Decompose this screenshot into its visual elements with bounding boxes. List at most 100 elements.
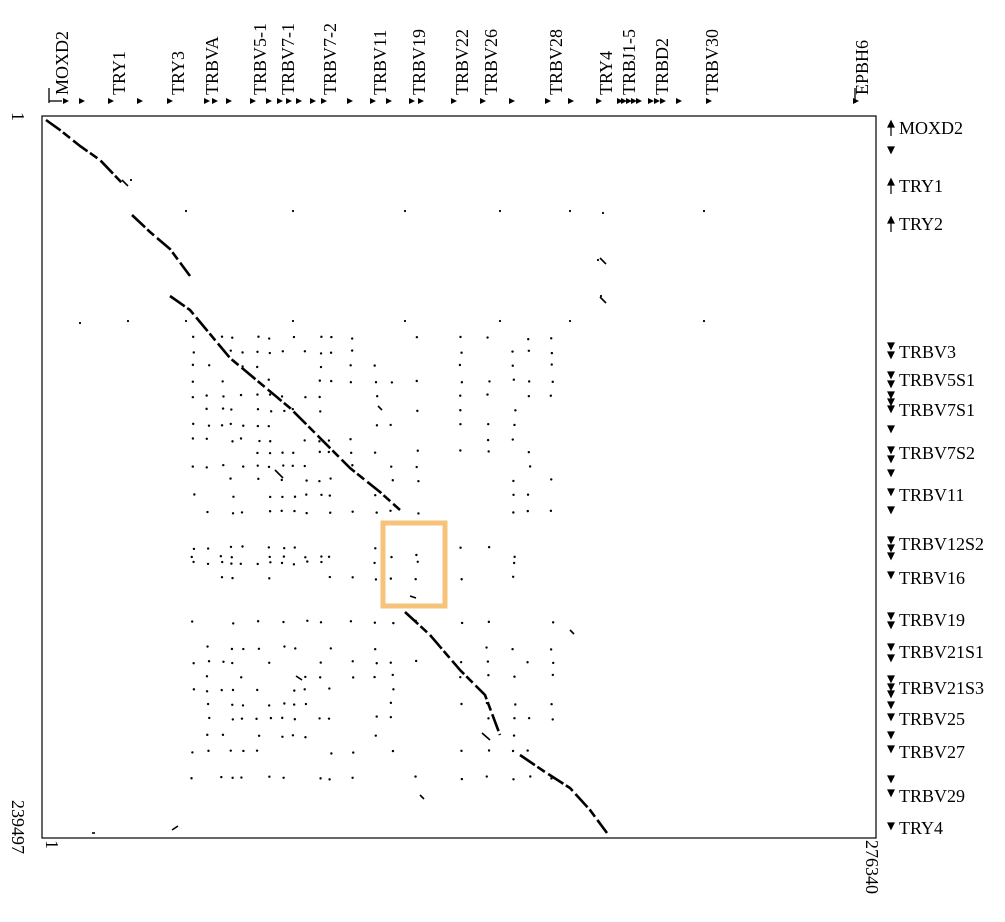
minor-segment — [481, 732, 491, 741]
match-dot — [280, 478, 283, 482]
right-gene-label: TRBV21S1 — [899, 642, 984, 662]
match-dot — [319, 365, 323, 369]
match-dot — [240, 717, 244, 720]
match-dot — [281, 716, 284, 720]
match-dot — [192, 662, 195, 665]
right-gene-label: MOXD2 — [899, 118, 963, 138]
match-dot — [514, 409, 517, 412]
diagonal-segment — [45, 118, 609, 834]
match-dot — [282, 776, 285, 780]
match-dot — [207, 660, 211, 663]
match-dot — [256, 451, 259, 455]
match-dot — [330, 752, 333, 755]
match-dot — [487, 749, 491, 752]
match-dot — [282, 555, 286, 558]
arrow-icon — [636, 98, 642, 104]
match-dot — [403, 209, 407, 213]
match-dot — [231, 512, 235, 515]
right-gene-label: TRY2 — [899, 214, 943, 234]
match-dot — [487, 545, 491, 549]
match-dot — [527, 337, 530, 341]
match-dot — [192, 351, 195, 354]
arrow-icon — [853, 98, 859, 104]
top-gene-label: TRBJ1-5 — [619, 29, 639, 95]
match-dot — [416, 409, 419, 413]
down-arrow-icon — [887, 488, 895, 497]
match-dot — [256, 393, 259, 396]
match-dot — [389, 701, 393, 705]
right-gene-labels: MOXD2 TRY1 TRY2 TRBV3 TRBV5S1 TRBV7S1 TR… — [899, 118, 984, 838]
match-dot — [351, 660, 354, 663]
arrow-icon — [266, 98, 272, 104]
match-dot — [512, 561, 516, 565]
match-dot — [242, 647, 245, 651]
match-dot — [320, 560, 323, 564]
right-gene-label: TRBV5S1 — [899, 370, 975, 390]
down-arrow-icon — [887, 391, 895, 400]
match-dot — [550, 337, 553, 340]
match-dot — [512, 493, 515, 497]
down-arrow-icon — [887, 690, 895, 699]
match-dot — [526, 493, 530, 496]
match-dot — [305, 493, 308, 496]
match-dot — [281, 350, 285, 353]
match-dot — [375, 511, 378, 514]
match-dot — [205, 675, 209, 678]
match-dot — [351, 510, 354, 513]
right-gene-label: TRBV7S1 — [899, 400, 975, 420]
match-dot — [258, 439, 261, 443]
match-dot — [241, 545, 244, 548]
match-dot — [257, 335, 260, 338]
match-dot — [390, 381, 394, 384]
top-gene-label: TRBV7-2 — [320, 23, 340, 95]
match-dot — [231, 576, 234, 580]
minor-segment — [171, 825, 179, 831]
arrow-icon — [226, 98, 232, 104]
arrow-icon — [108, 98, 114, 104]
match-dot — [220, 560, 224, 564]
match-dot — [513, 423, 516, 427]
match-dot — [268, 351, 272, 355]
match-dot — [460, 702, 463, 706]
match-dot — [267, 546, 271, 549]
match-dot — [220, 775, 223, 779]
match-dot — [229, 749, 232, 752]
top-gene-label: TRBD2 — [652, 38, 672, 95]
up-arrow-icon — [887, 177, 895, 186]
down-arrow-icon — [887, 405, 895, 414]
match-dot — [268, 775, 271, 778]
match-dot — [460, 578, 463, 581]
match-dot — [190, 777, 193, 780]
minor-segment — [377, 405, 383, 411]
match-dot — [389, 423, 392, 427]
arrow-icon — [137, 98, 143, 104]
match-dot — [221, 733, 225, 737]
right-gene-label: TRBV12S2 — [899, 534, 984, 554]
match-dot — [240, 676, 243, 679]
match-dot — [280, 395, 284, 398]
match-dot — [283, 702, 286, 705]
match-dot — [568, 209, 572, 213]
match-dot — [512, 734, 516, 737]
match-dot — [551, 621, 555, 624]
match-dot — [460, 621, 464, 625]
arrow-icon — [63, 98, 69, 104]
arrow-icon — [409, 98, 415, 104]
down-arrow-icon — [887, 822, 895, 831]
match-dot — [550, 363, 553, 366]
match-dot — [231, 718, 235, 721]
match-dot — [221, 380, 224, 383]
match-dot — [329, 647, 333, 650]
match-dot — [414, 577, 417, 581]
match-dot — [351, 576, 354, 579]
match-dot — [293, 495, 297, 498]
top-gene-arrows — [63, 98, 859, 104]
match-dot — [206, 510, 209, 514]
match-dot — [282, 464, 285, 467]
match-dot — [206, 733, 209, 737]
match-dot — [303, 464, 306, 468]
match-dot — [280, 561, 284, 565]
match-dot — [191, 363, 195, 367]
match-dot — [486, 336, 489, 339]
